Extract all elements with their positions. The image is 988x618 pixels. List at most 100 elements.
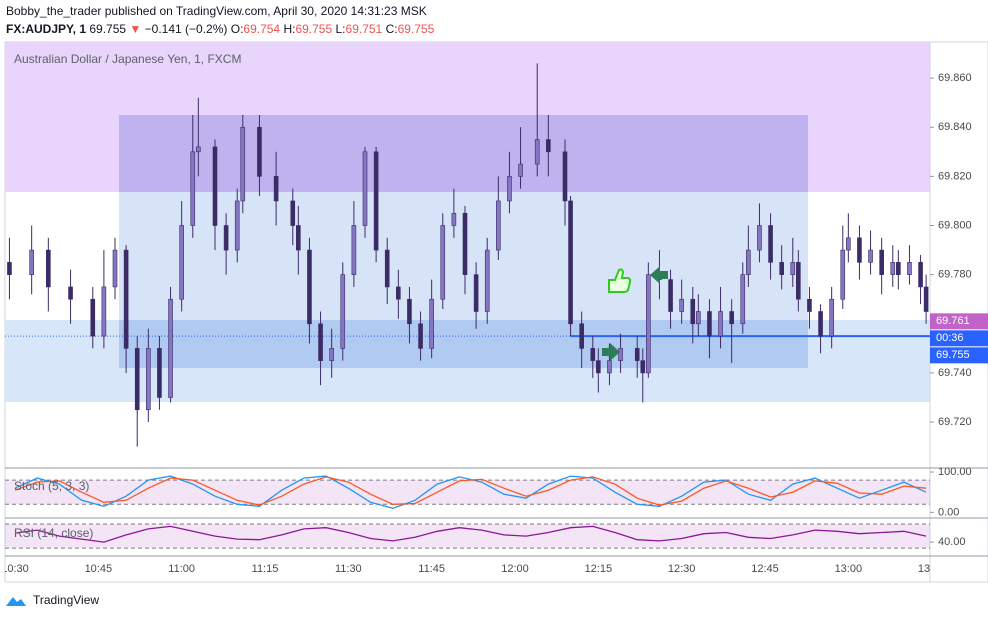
x-tick-label: 12:15	[585, 563, 613, 575]
y-tick-label: 69.840	[938, 121, 972, 133]
x-tick-label: 11:00	[168, 563, 195, 575]
candle-body	[134, 348, 140, 411]
y-tick-label: 69.800	[938, 219, 972, 231]
band-fill	[5, 524, 930, 549]
candle-body	[779, 262, 784, 275]
candle-body	[46, 249, 51, 288]
price-label-bg	[930, 313, 988, 330]
arrow: ▼	[129, 22, 141, 36]
candle-body	[579, 323, 584, 349]
candle-body	[112, 249, 118, 288]
range-bottom	[119, 320, 808, 368]
candle-body	[451, 212, 457, 226]
candle-body	[907, 262, 912, 275]
candle-body	[607, 360, 612, 374]
symbol-line: FX:AUDJPY, 1 69.755 ▼ −0.141 (−0.2%) O:6…	[6, 22, 435, 36]
candle-body	[668, 279, 673, 312]
candle-body	[296, 225, 301, 251]
candle-body	[840, 249, 846, 300]
candle-body	[646, 274, 651, 374]
candle-body	[534, 139, 540, 165]
candle-body	[562, 151, 568, 202]
y-tick-label: 69.860	[938, 72, 972, 84]
candle-body	[590, 348, 596, 361]
candle-body	[746, 249, 751, 275]
candle-body	[696, 311, 701, 325]
candle-body	[807, 298, 812, 312]
candle-body	[896, 262, 901, 275]
candle-body	[123, 249, 129, 349]
candle-body	[7, 262, 12, 275]
h-label: H:	[283, 22, 295, 36]
x-tick-label: 11:45	[418, 563, 445, 575]
symbol: FX:AUDJPY, 1	[6, 22, 86, 36]
candle-body	[518, 163, 523, 177]
candle-body	[790, 262, 796, 275]
y-tick-label: 69.780	[938, 269, 972, 281]
candle-body	[157, 348, 162, 398]
change: −0.141 (−0.2%)	[145, 22, 228, 36]
candle-body	[729, 311, 734, 325]
candle-body	[596, 360, 601, 374]
candle-body	[384, 249, 390, 288]
x-tick-label: 10:30	[1, 563, 29, 575]
price-label-bg	[930, 347, 988, 364]
logo	[6, 597, 26, 606]
o-value: 69.754	[243, 22, 280, 36]
candle-body	[440, 225, 446, 300]
indicator-line	[14, 476, 927, 506]
annotations	[602, 266, 668, 361]
candle-body	[90, 298, 96, 337]
candle-body	[373, 151, 379, 251]
candle-body	[223, 225, 229, 251]
x-tick-label: 10:45	[85, 563, 113, 575]
candle-body	[101, 286, 107, 337]
candle-body	[546, 139, 551, 153]
x-tick-label: 13:00	[835, 563, 863, 575]
candle-body	[640, 360, 646, 374]
candle-body	[768, 225, 773, 263]
candle-body	[68, 286, 73, 300]
candle-body	[212, 146, 218, 226]
candle-body	[829, 298, 834, 337]
candle-body	[318, 323, 323, 361]
candle-body	[484, 249, 490, 312]
h-value: 69.755	[295, 22, 332, 36]
y-tick-label: 40.00	[938, 536, 966, 548]
candle-body	[407, 298, 412, 325]
candle-body	[868, 249, 873, 263]
candle-body	[146, 348, 151, 411]
l-label: L:	[336, 22, 346, 36]
o-label: O:	[231, 22, 244, 36]
candle-body	[290, 200, 296, 226]
candle-body	[329, 348, 334, 361]
arrow-left	[650, 266, 668, 284]
candle-body	[196, 146, 201, 153]
candle-body	[707, 311, 712, 337]
candle-body	[429, 298, 434, 349]
candle-body	[818, 311, 823, 337]
candle-body	[634, 348, 640, 361]
band-fill	[5, 480, 930, 505]
candle-body	[29, 249, 34, 275]
candle-body	[340, 274, 346, 349]
x-tick-label: 11:15	[252, 563, 279, 575]
price-label: 69.761	[936, 315, 970, 327]
c-label: C:	[386, 22, 398, 36]
y-tick-label: 0.00	[938, 506, 959, 518]
y-tick-label: 69.820	[938, 170, 972, 182]
rsi-title: RSI (14, close)	[14, 526, 93, 540]
candle-body	[307, 249, 312, 325]
candle-body	[618, 348, 623, 361]
range-top	[119, 115, 808, 192]
candle-body	[918, 262, 923, 288]
publisher: Bobby_the_trader published on TradingVie…	[6, 4, 427, 18]
x-tick-label: 13:15	[918, 563, 946, 575]
indicator-line	[14, 525, 927, 543]
candle-body	[679, 298, 684, 312]
candle-body	[257, 126, 262, 177]
thumbs-up	[608, 268, 632, 293]
candle-body	[757, 225, 762, 251]
candle-body	[568, 200, 573, 325]
